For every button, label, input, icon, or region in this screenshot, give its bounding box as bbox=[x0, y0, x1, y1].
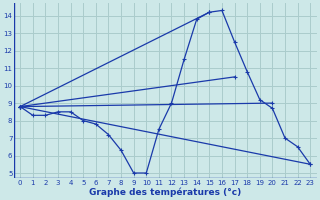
X-axis label: Graphe des températures (°c): Graphe des températures (°c) bbox=[89, 187, 241, 197]
